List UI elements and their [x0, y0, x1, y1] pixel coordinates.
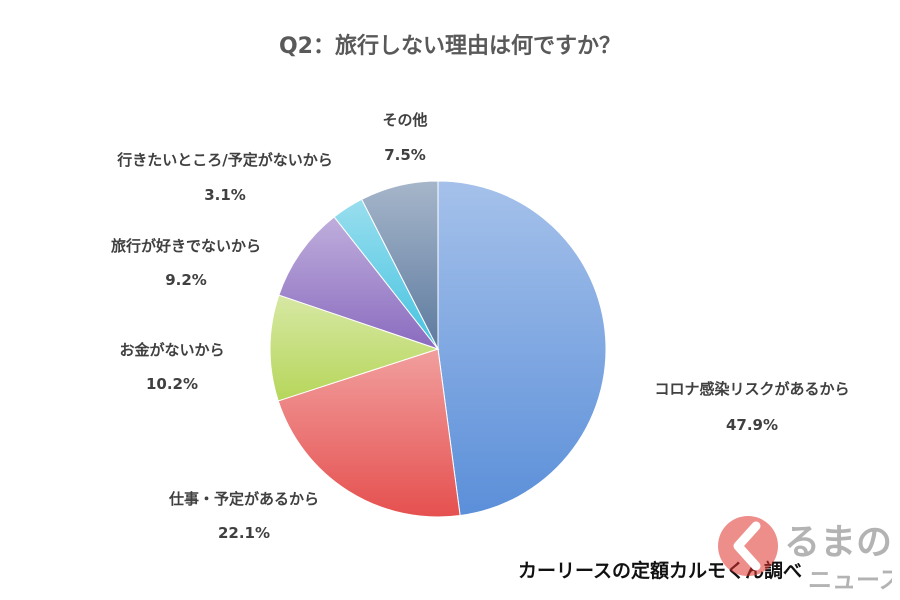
slice-label-0: コロナ感染リスクがあるから: [654, 380, 849, 398]
pie-slice-3: [278, 216, 440, 351]
slice-label-5: その他: [382, 111, 427, 129]
slice-value-label-1: 22.1%: [218, 524, 270, 542]
pie-slices: [269, 180, 607, 518]
slice-value-label-0: 47.9%: [726, 416, 778, 434]
slice-value-label-2: 10.2%: [146, 375, 198, 393]
slice-label-4: 行きたいところ/予定がないから: [116, 151, 332, 169]
chart-title: Q2：旅行しない理由は何ですか？: [278, 34, 621, 59]
slice-label-1: 仕事・予定があるから: [168, 490, 319, 508]
kuruma-news-logo: るまの ニュース: [718, 516, 892, 594]
slice-value-label-5: 7.5%: [384, 146, 426, 164]
slice-label-3: 旅行が好きでないから: [111, 237, 261, 255]
logo-text-top: るまの: [784, 522, 892, 563]
pie-slice-1: [277, 348, 461, 518]
logo-text-bottom: ニュース: [808, 566, 892, 594]
pie-slice-2: [269, 294, 440, 402]
logo-mark-icon: [718, 516, 778, 576]
slice-value-label-3: 9.2%: [165, 271, 207, 289]
slice-label-2: お金がないから: [119, 341, 224, 359]
pie-slice-5: [361, 180, 439, 350]
slice-value-label-4: 3.1%: [204, 186, 246, 204]
pie-labels: コロナ感染リスクがあるから 47.9% 仕事・予定があるから 22.1% お金がないから…: [111, 111, 850, 542]
pie-slice-0: [437, 180, 607, 517]
